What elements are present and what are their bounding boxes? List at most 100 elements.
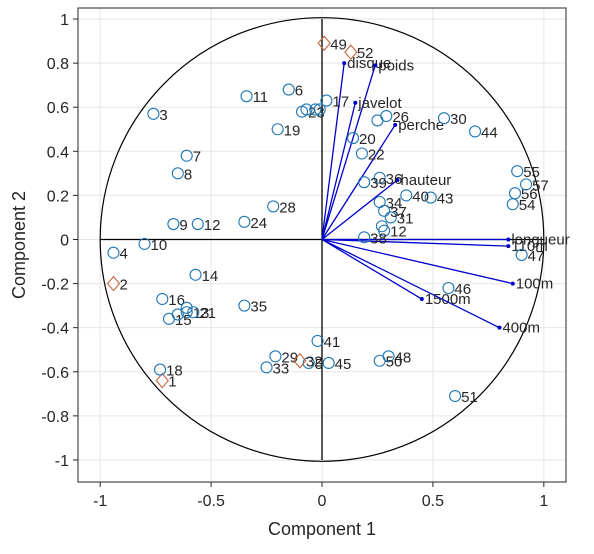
vector-tip: [353, 100, 358, 105]
observation-circle: [171, 167, 184, 180]
observation-circle: [311, 334, 324, 347]
observation-label: 3: [159, 107, 167, 124]
observation: 6: [282, 83, 303, 100]
observation-circle: [384, 211, 397, 224]
observation: 28: [267, 199, 296, 216]
observation-label: 30: [450, 111, 467, 128]
observation: 12: [191, 217, 220, 234]
observation-label: 22: [368, 147, 385, 164]
y-tick-label: -0.4: [41, 321, 69, 338]
observation-label: 26: [392, 109, 409, 126]
observation: 55: [511, 164, 540, 181]
observation-label: 11: [253, 89, 269, 106]
tick-labels: -1 -0.5 0 0.5 110.80.60.40.20-0.2-0.4-0.6-0.…: [41, 12, 548, 510]
observation-circle: [238, 215, 251, 228]
vector-tip: [506, 244, 511, 249]
observation: 19: [271, 122, 300, 139]
observation-label: 29: [281, 349, 298, 366]
observation-circle: [442, 281, 455, 295]
observation: 9: [167, 217, 188, 234]
vector-line: [321, 238, 509, 247]
variable-vector: longueur: [322, 231, 570, 248]
variable-label: longueur: [511, 231, 569, 248]
variable-label: poids: [378, 57, 414, 74]
vector-line: [321, 238, 513, 285]
observation-label: 38: [370, 230, 387, 247]
variable-vector: 100m: [321, 238, 553, 293]
observation-circle: [189, 268, 202, 281]
vector-tip: [393, 122, 398, 127]
observation: 52: [344, 44, 374, 62]
observation-circle: [147, 107, 160, 120]
vector-tip: [419, 297, 424, 302]
observation-circle: [191, 218, 204, 231]
observation-circle: [180, 306, 193, 319]
y-tick-label: 1: [60, 12, 69, 29]
observation-circle: [138, 237, 151, 250]
x-tick-label: 0.5: [422, 493, 444, 510]
vector-tip: [342, 61, 347, 66]
observation-label: 47: [528, 248, 545, 265]
observation-circle: [269, 350, 282, 363]
observation-circle: [260, 361, 273, 374]
observation-circle: [373, 171, 386, 184]
observation: 35: [238, 299, 267, 316]
observation: 37: [378, 204, 407, 221]
y-tick-label: -0.2: [41, 277, 69, 294]
observation-circle: [167, 218, 180, 231]
variable-label: javelot: [357, 95, 402, 112]
observation-circle: [424, 191, 437, 204]
observation: 29: [269, 349, 298, 366]
observation-circle: [506, 198, 519, 211]
variable-label: 110m: [511, 238, 547, 255]
observation: 50: [373, 354, 402, 371]
observation-label: 2: [119, 277, 127, 294]
observation-label: 20: [359, 131, 376, 148]
observation: 57: [520, 177, 549, 194]
observation-label: 43: [437, 191, 454, 208]
observation: 51: [449, 389, 478, 406]
observation-circle: [320, 94, 333, 107]
observation-label: 12: [390, 224, 407, 241]
observation-label: 4: [119, 246, 127, 263]
observation-label: 32: [306, 354, 323, 371]
observation-circle: [107, 246, 120, 259]
observation-label: 41: [324, 334, 341, 351]
observation-label: 7: [193, 149, 201, 166]
observation: 10: [138, 237, 168, 254]
observation: 41: [311, 334, 341, 351]
observation-circle: [400, 189, 413, 202]
y-tick-label: 0.8: [47, 56, 69, 73]
observation: [171, 308, 184, 321]
observation: 39: [358, 175, 387, 192]
observation-circle: [240, 90, 253, 103]
observation-label: 40: [412, 188, 429, 205]
x-tick-label: -1: [93, 493, 107, 510]
observation-circle: [187, 306, 200, 319]
observation-label: 49: [330, 36, 347, 53]
observation-label: 16: [168, 292, 185, 309]
observation: [309, 103, 322, 116]
observation-label: 10: [151, 237, 168, 254]
observation-label: 48: [395, 349, 412, 366]
observation-circle: [322, 356, 335, 369]
vector-tip: [497, 325, 502, 330]
observation-label: 55: [523, 164, 540, 181]
variable-vector: 110m: [321, 238, 548, 255]
observation-circle: [180, 149, 193, 162]
variable-vector: 1500m: [321, 238, 471, 308]
observation: 31: [384, 210, 413, 227]
observation: 30: [437, 111, 467, 128]
observation-circle: [358, 231, 371, 244]
observation: 8: [171, 166, 192, 183]
vector-tip: [373, 63, 378, 68]
y-tick-label: 0.6: [47, 100, 69, 117]
observation: 46: [442, 281, 471, 298]
observation-label: 57: [532, 177, 549, 194]
observation-label: 34: [386, 195, 403, 212]
vector-line: [321, 102, 356, 240]
observation-circle: [469, 125, 482, 138]
x-tick-label: 0: [318, 493, 327, 510]
vector-line: [321, 179, 398, 240]
